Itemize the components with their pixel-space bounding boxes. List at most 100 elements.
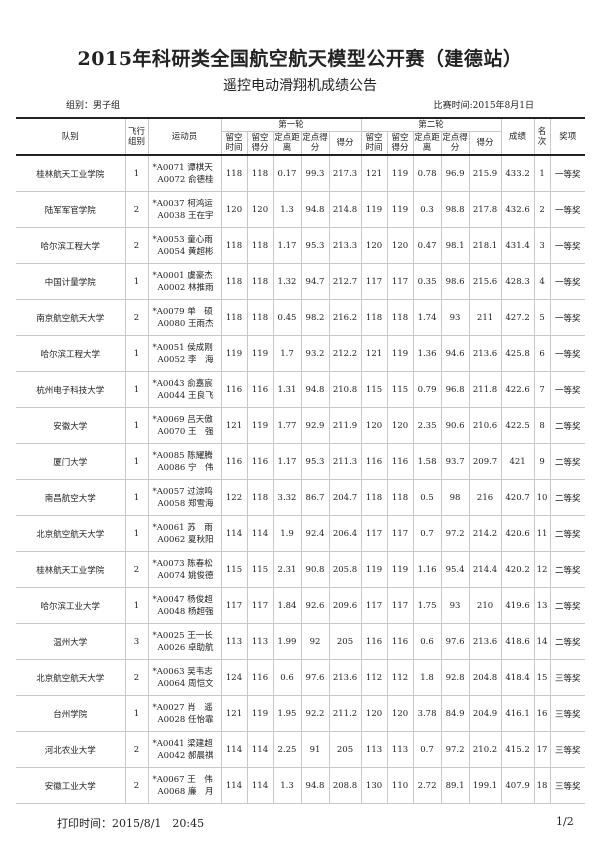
cell-r2-time-score: 119 <box>386 335 414 372</box>
header-round1: 第一轮 <box>220 117 362 132</box>
cell-rank: 2 <box>533 191 551 228</box>
cell-r2-distance: 1.58 <box>412 443 442 480</box>
cell-award: 二等奖 <box>549 515 586 552</box>
table-row: 北京航空航天大学 1 *A0061 苏 雨 A0062 夏秋阳 114 114 1.9 92.… <box>16 515 586 552</box>
cell-r2-landing-score: 84.9 <box>440 695 470 732</box>
cell-total: 422.6 <box>500 371 535 408</box>
cell-r2-score: 214.2 <box>468 515 502 552</box>
cell-rank: 11 <box>533 515 551 552</box>
cell-r2-distance: 1.75 <box>412 587 442 624</box>
cell-rank: 5 <box>533 299 551 336</box>
cell-r2-landing-score: 89.1 <box>440 767 470 804</box>
cell-r2-landing-score: 98.8 <box>440 191 470 228</box>
athlete: *A0071 谭棋天 <box>152 162 213 173</box>
cell-r1-landing-score: 93.2 <box>300 335 330 372</box>
athlete: A0068 廉 月 <box>157 786 214 797</box>
athlete: *A0057 过淙鸣 <box>152 486 213 497</box>
cell-r2-time: 121 <box>360 154 388 192</box>
cell-team: 安徽大学 <box>16 407 126 444</box>
header-rank: 名次 <box>533 117 551 156</box>
cell-athletes: *A0053 童心雨 A0054 黄超彬 <box>147 227 222 264</box>
athlete: A0038 王在宇 <box>157 210 214 221</box>
cell-r1-time: 114 <box>220 767 248 804</box>
cell-r1-time: 115 <box>220 551 248 588</box>
cell-athletes: *A0067 王 伟 A0068 廉 月 <box>147 767 222 804</box>
cell-r1-distance: 0.45 <box>272 299 302 336</box>
cell-r1-time: 118 <box>220 263 248 300</box>
cell-rank: 17 <box>533 731 551 768</box>
cell-flight-group: 2 <box>124 299 149 336</box>
cell-r1-time-score: 116 <box>246 659 274 696</box>
cell-r1-score: 210.8 <box>328 371 362 408</box>
cell-r2-time-score: 115 <box>386 371 414 408</box>
cell-r1-time-score: 118 <box>246 263 274 300</box>
cell-r1-time-score: 114 <box>246 515 274 552</box>
cell-r1-landing-score: 86.7 <box>300 479 330 516</box>
cell-athletes: *A0063 吴韦志 A0064 周恺文 <box>147 659 222 696</box>
competition-date: 比赛时间:2015年8月1日 <box>433 101 534 111</box>
cell-rank: 15 <box>533 659 551 696</box>
cell-athletes: *A0025 王一长 A0026 卓助航 <box>147 623 222 660</box>
cell-r2-time: 119 <box>360 551 388 588</box>
cell-r1-landing-score: 94.8 <box>300 767 330 804</box>
cell-r2-time-score: 119 <box>386 154 414 192</box>
subheader-round1-0: 留空时间 <box>220 131 248 156</box>
athlete: A0042 郝晨祺 <box>157 750 214 761</box>
cell-r2-time-score: 118 <box>386 479 414 516</box>
cell-r2-distance: 3.78 <box>412 695 442 732</box>
athlete: *A0001 虞豪杰 <box>152 270 213 281</box>
cell-r2-time-score: 110 <box>386 767 414 804</box>
cell-award: 二等奖 <box>549 587 586 624</box>
cell-r2-score: 213.6 <box>468 623 502 660</box>
cell-r1-distance: 0.17 <box>272 154 302 192</box>
cell-r1-time-score: 118 <box>246 299 274 336</box>
cell-award: 一等奖 <box>549 335 586 372</box>
cell-r2-landing-score: 92.8 <box>440 659 470 696</box>
athlete: A0052 李 海 <box>157 354 214 365</box>
athlete: *A0041 梁建超 <box>152 738 213 749</box>
cell-total: 421 <box>500 443 535 480</box>
cell-r1-score: 205.8 <box>328 551 362 588</box>
cell-r2-time: 118 <box>360 299 388 336</box>
cell-award: 二等奖 <box>549 551 586 588</box>
print-time: 打印时间：2015/8/1 20:45 <box>57 817 205 830</box>
cell-r1-score: 212.2 <box>328 335 362 372</box>
cell-rank: 6 <box>533 335 551 372</box>
athlete: A0070 王 强 <box>157 426 214 437</box>
subheader-round2-2: 定点距离 <box>412 131 442 156</box>
cell-award: 一等奖 <box>549 227 586 264</box>
cell-award: 一等奖 <box>549 263 586 300</box>
cell-r1-time-score: 119 <box>246 695 274 732</box>
cell-r2-score: 211.8 <box>468 371 502 408</box>
header-round2: 第二轮 <box>360 117 502 132</box>
cell-r2-distance: 2.35 <box>412 407 442 444</box>
table-row: 台州学院 1 *A0027 肖 遥 A0028 任怡霏 121 119 1.95 92.2 21… <box>16 695 586 732</box>
athlete: *A0085 陈耀腾 <box>152 450 213 461</box>
cell-r2-time-score: 120 <box>386 227 414 264</box>
cell-r1-distance: 3.32 <box>272 479 302 516</box>
page-subtitle: 遥控电动滑翔机成绩公告 <box>223 78 377 94</box>
cell-r1-time: 122 <box>220 479 248 516</box>
cell-team: 桂林航天工业学院 <box>16 551 126 588</box>
athlete: A0058 郑雪海 <box>157 498 214 509</box>
cell-r2-distance: 0.3 <box>412 191 442 228</box>
cell-r1-time-score: 116 <box>246 443 274 480</box>
cell-flight-group: 2 <box>124 227 149 264</box>
cell-r2-score: 204.9 <box>468 695 502 732</box>
cell-r2-distance: 0.35 <box>412 263 442 300</box>
cell-total: 418.6 <box>500 623 535 660</box>
athlete: A0062 夏秋阳 <box>157 534 214 545</box>
cell-r2-time-score: 116 <box>386 443 414 480</box>
cell-r1-landing-score: 95.3 <box>300 443 330 480</box>
cell-r1-landing-score: 95.3 <box>300 227 330 264</box>
athlete: A0002 林推雨 <box>157 282 214 293</box>
cell-total: 427.2 <box>500 299 535 336</box>
header-team: 队别 <box>16 117 126 156</box>
cell-r1-time: 114 <box>220 515 248 552</box>
cell-r1-distance: 2.25 <box>272 731 302 768</box>
cell-rank: 14 <box>533 623 551 660</box>
athlete: A0054 黄超彬 <box>157 246 214 257</box>
cell-flight-group: 1 <box>124 335 149 372</box>
cell-r2-time-score: 113 <box>386 731 414 768</box>
cell-flight-group: 2 <box>124 767 149 804</box>
